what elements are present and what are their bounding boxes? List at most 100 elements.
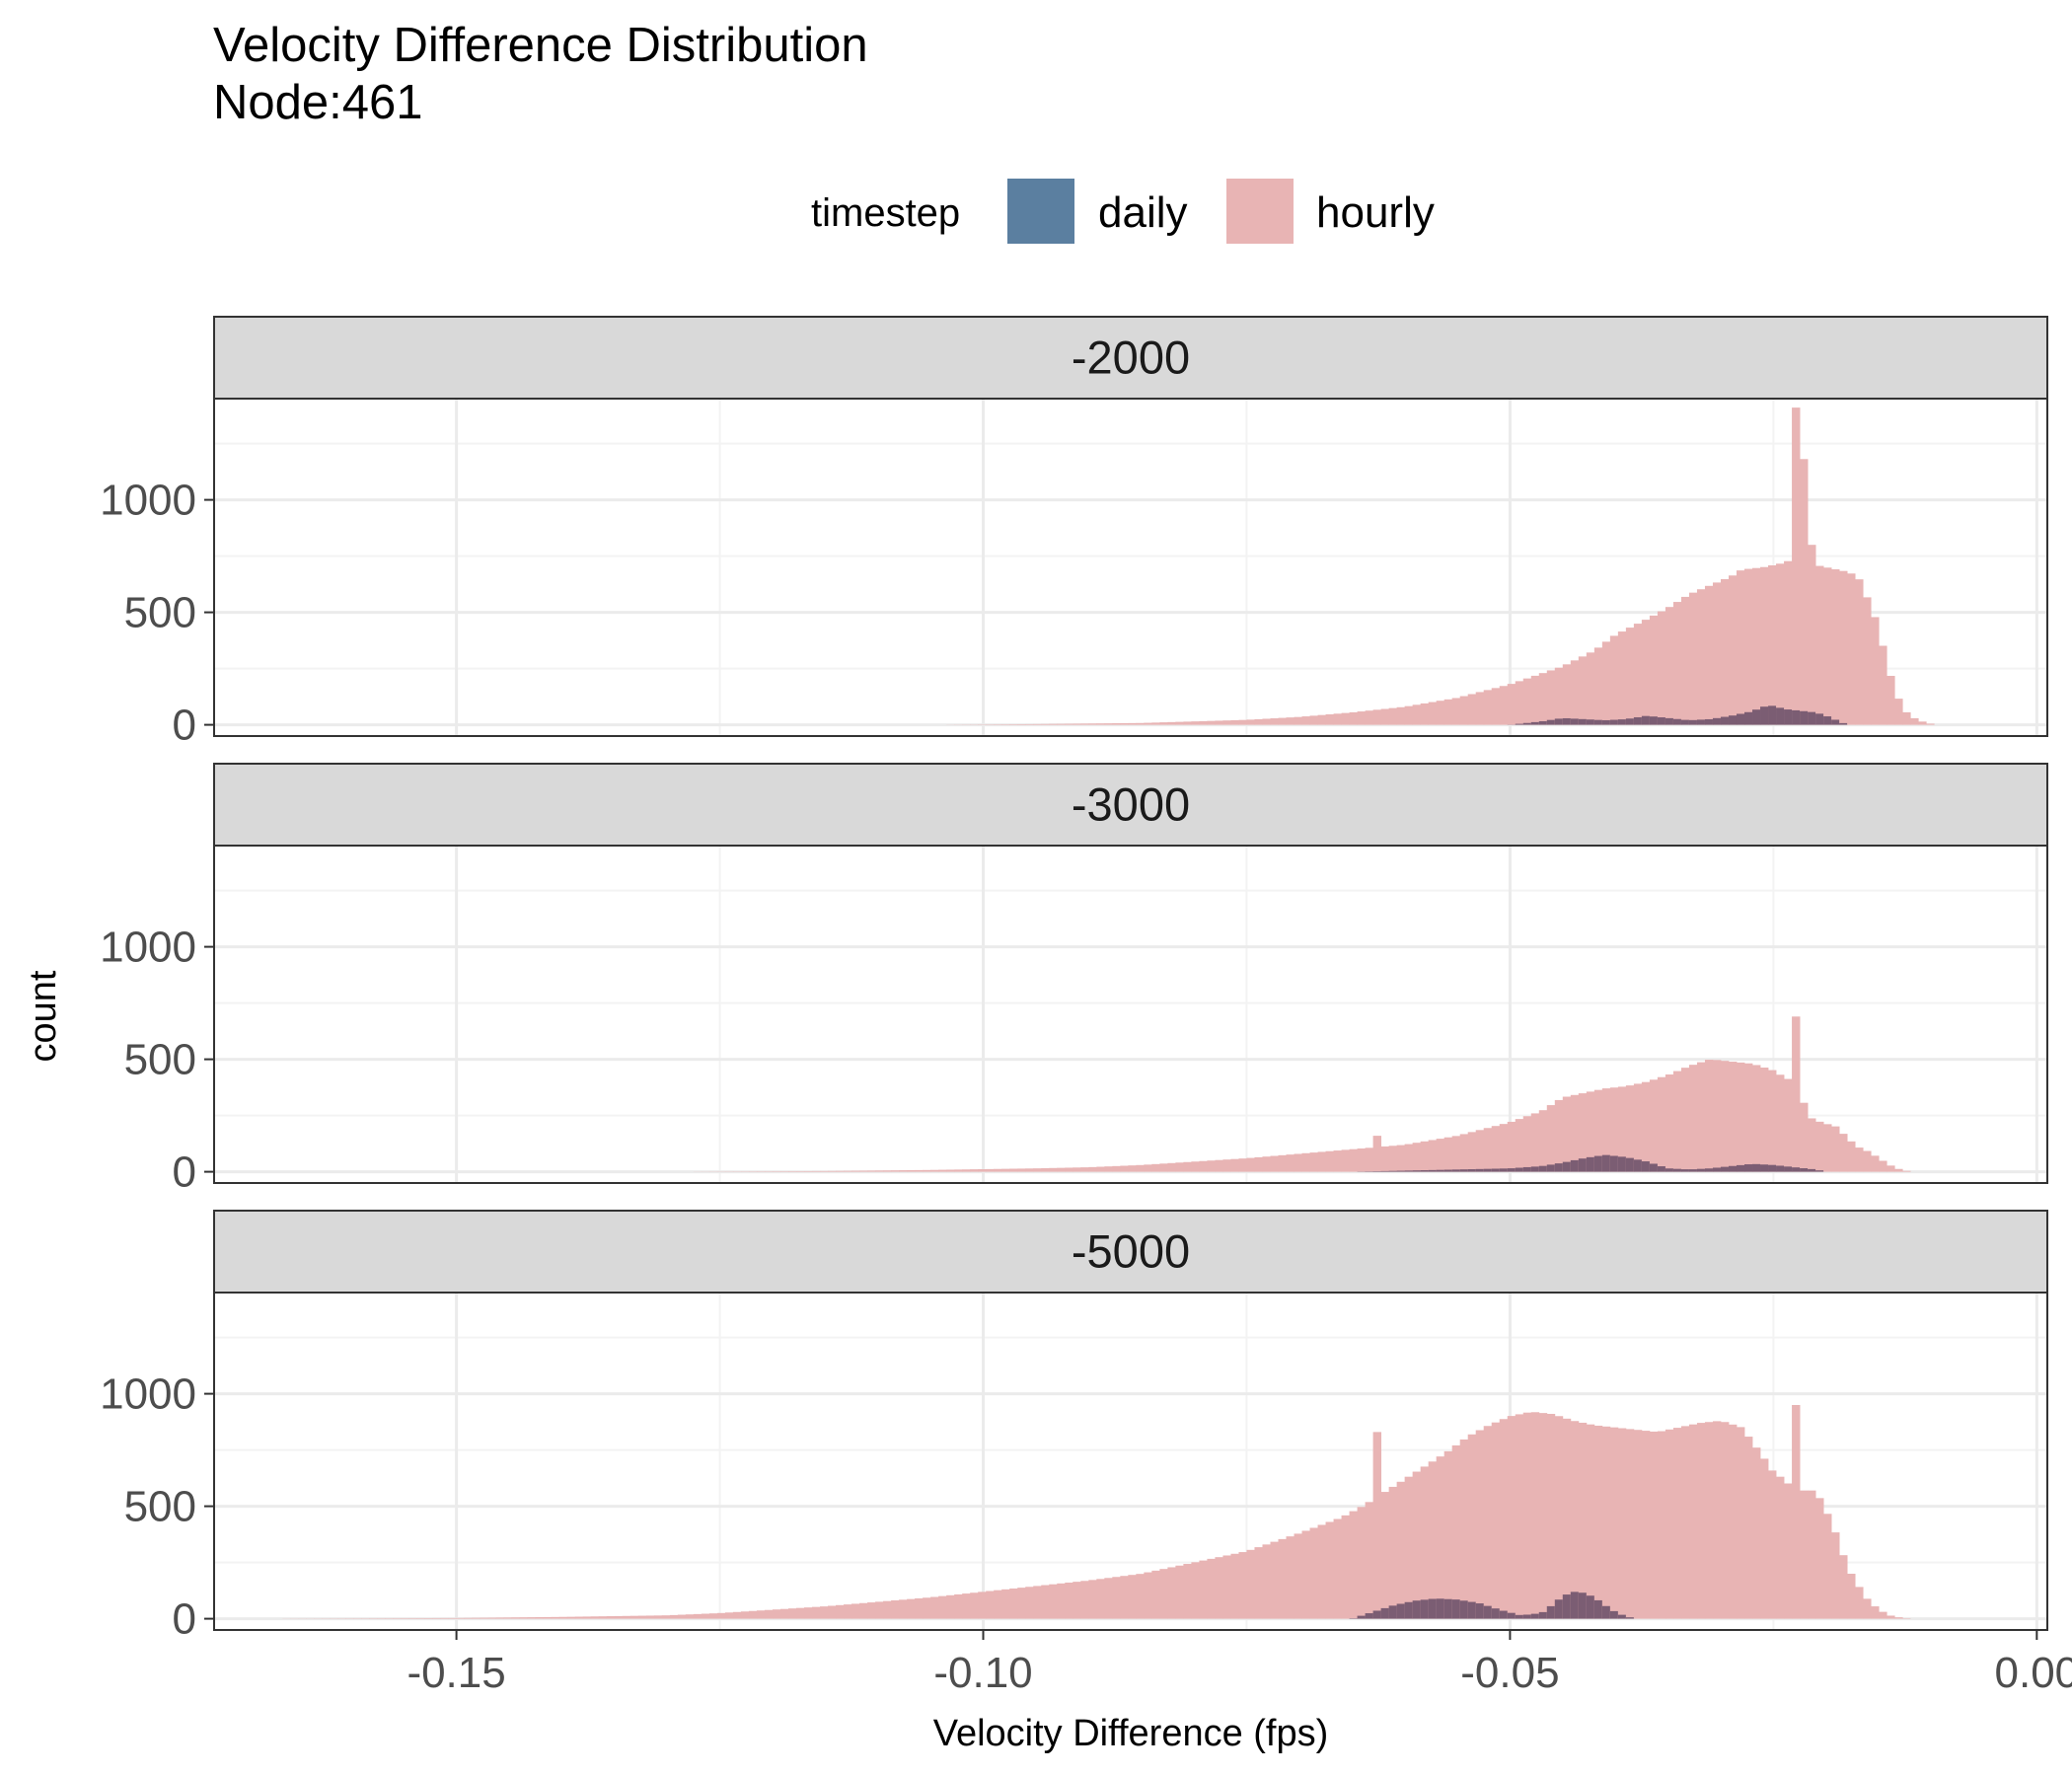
- bar-daily: [1578, 1158, 1588, 1172]
- bar-hourly: [1902, 711, 1911, 725]
- bar-daily: [1554, 1599, 1564, 1619]
- bar-hourly: [1151, 1163, 1160, 1172]
- bar-daily: [1728, 1165, 1738, 1172]
- bar-hourly: [1578, 1422, 1588, 1619]
- bar-daily: [1800, 1168, 1809, 1172]
- bar-hourly: [1601, 641, 1611, 725]
- bar-hourly: [1144, 1572, 1152, 1619]
- bar-hourly: [1199, 1160, 1208, 1172]
- bar-daily: [1625, 718, 1635, 725]
- bar-daily: [1530, 1166, 1540, 1172]
- bar-daily: [1475, 1603, 1485, 1619]
- bar-daily: [1768, 705, 1777, 725]
- bar-hourly: [1278, 1154, 1287, 1172]
- bar-hourly: [803, 1170, 813, 1172]
- bar-hourly: [1144, 1164, 1152, 1172]
- bar-hourly: [1855, 579, 1864, 725]
- bar-hourly: [1546, 1413, 1556, 1619]
- bar-daily: [1672, 1168, 1682, 1172]
- bar-hourly: [1325, 1521, 1334, 1619]
- bar-hourly: [1507, 684, 1517, 725]
- bar-hourly: [1017, 1588, 1026, 1619]
- bar-hourly: [1222, 1555, 1231, 1619]
- bar-daily: [1641, 715, 1651, 725]
- bar-hourly: [1057, 723, 1066, 725]
- bar-daily: [1372, 1171, 1382, 1172]
- bar-hourly: [1641, 1081, 1651, 1172]
- bar-hourly: [1388, 1146, 1398, 1172]
- bar-hourly: [1215, 1557, 1223, 1619]
- bar-hourly: [1696, 1062, 1706, 1172]
- bar-hourly: [1593, 1425, 1603, 1619]
- facet-strip: [213, 1210, 2048, 1294]
- bar-hourly: [1538, 673, 1548, 725]
- bar-hourly: [828, 1605, 837, 1619]
- bar-hourly: [732, 1611, 742, 1619]
- bar-hourly: [923, 1597, 931, 1619]
- bar-daily: [1522, 722, 1532, 725]
- bar-hourly: [1784, 560, 1793, 725]
- bar-hourly: [803, 1607, 813, 1619]
- bar-hourly: [1554, 1416, 1564, 1619]
- bar-hourly: [978, 1591, 987, 1619]
- bar-hourly: [1365, 710, 1373, 725]
- bar-daily: [1380, 1607, 1390, 1619]
- bar-hourly: [1609, 1427, 1619, 1619]
- bar-hourly: [1578, 1093, 1588, 1172]
- bar-hourly: [1144, 722, 1152, 725]
- bar-daily: [1443, 1169, 1453, 1172]
- bar-hourly: [1278, 717, 1287, 725]
- bar-hourly: [1467, 1132, 1477, 1172]
- bar-hourly: [1396, 706, 1406, 725]
- bar-daily: [1507, 1168, 1517, 1172]
- bar-hourly: [1744, 1437, 1753, 1619]
- bar-hourly: [1057, 1167, 1066, 1172]
- bar-hourly: [1057, 1583, 1066, 1619]
- bar-hourly: [1467, 1434, 1477, 1619]
- bar-hourly: [1049, 1584, 1058, 1619]
- bar-hourly: [1696, 589, 1706, 725]
- bar-hourly: [1736, 1427, 1745, 1619]
- bar-hourly: [962, 1169, 971, 1172]
- bar-hourly: [574, 1616, 584, 1619]
- y-tick-label: 500: [124, 1483, 196, 1531]
- bar-hourly: [1317, 714, 1326, 725]
- bar-hourly: [938, 1595, 947, 1619]
- bar-daily: [1760, 1164, 1769, 1172]
- facet-panel-neg3000: -3000 0 500 1000: [100, 763, 2048, 1197]
- bar-daily: [1792, 1167, 1801, 1172]
- bar-daily: [1372, 1610, 1382, 1619]
- bar-hourly: [1451, 1444, 1461, 1619]
- bar-hourly: [1554, 1099, 1564, 1172]
- bar-hourly: [432, 1617, 441, 1619]
- bar-hourly: [1175, 721, 1184, 725]
- bar-daily: [1491, 1168, 1501, 1172]
- panel-grid: [214, 399, 2047, 736]
- bar-hourly: [1665, 1073, 1674, 1172]
- bar-hourly: [1333, 1518, 1342, 1619]
- bar-daily: [1720, 716, 1730, 725]
- bar-hourly: [1546, 1105, 1556, 1172]
- bar-hourly: [1191, 1562, 1200, 1619]
- bar-hourly: [994, 1168, 1002, 1172]
- x-axis-title: Velocity Difference (fps): [933, 1713, 1329, 1754]
- bar-hourly: [1530, 1113, 1540, 1172]
- bar-hourly: [1515, 1414, 1524, 1619]
- bar-hourly: [1483, 690, 1493, 725]
- bar-hourly: [756, 1610, 766, 1619]
- bar-daily: [1483, 1605, 1493, 1619]
- bar-hourly: [1507, 1121, 1517, 1172]
- y-tick-label: 0: [173, 702, 196, 750]
- bar-hourly: [1349, 1148, 1358, 1172]
- bar-hourly: [1357, 1148, 1366, 1172]
- bar-daily: [1736, 713, 1745, 725]
- bar-hourly: [1104, 1166, 1113, 1172]
- bar-daily: [1554, 1163, 1564, 1172]
- bar-hourly: [1625, 1085, 1635, 1172]
- bar-daily: [1792, 709, 1801, 725]
- bar-hourly: [1136, 1164, 1145, 1172]
- bar-hourly: [1175, 1565, 1184, 1619]
- bar-hourly: [1855, 1147, 1864, 1172]
- bar-hourly: [661, 1615, 671, 1619]
